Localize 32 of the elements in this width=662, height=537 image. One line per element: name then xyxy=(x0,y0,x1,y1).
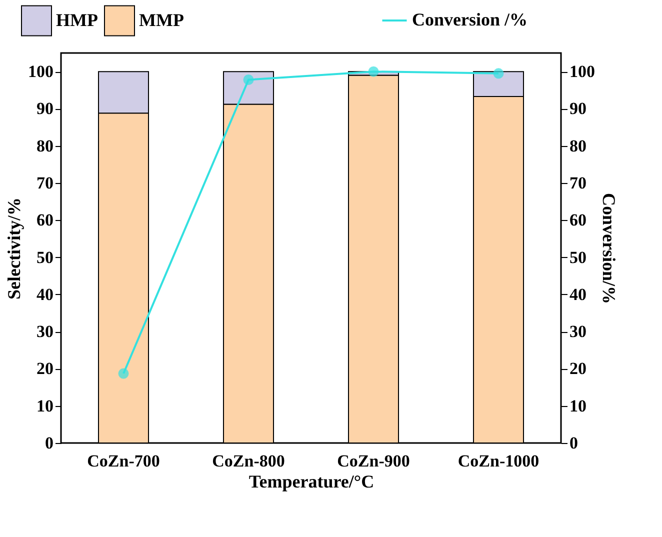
x-tick-label: CoZn-900 xyxy=(337,452,410,470)
y2-tick-label: 80 xyxy=(570,136,586,156)
y2-tick-label: 60 xyxy=(570,210,586,230)
y-axis-title: Selectivity/% xyxy=(4,198,24,300)
y2-axis-title: Conversion/% xyxy=(599,192,619,304)
y-tick-label: 30 xyxy=(36,322,54,342)
y-tick-label: 90 xyxy=(36,99,54,118)
x-tick-label: CoZn-700 xyxy=(87,452,160,470)
legend-label: MMP xyxy=(139,10,184,30)
y-tick-label: 40 xyxy=(36,284,54,304)
legend-label: HMP xyxy=(56,10,98,30)
y2-tick-label: 50 xyxy=(570,248,586,267)
y-tick-label: 100 xyxy=(28,62,54,82)
y2-tick-label: 20 xyxy=(570,359,586,378)
y2-tick-label: 30 xyxy=(570,322,586,342)
y2-tick-label: 10 xyxy=(570,396,586,416)
y2-tick-label: 90 xyxy=(570,99,586,118)
x-tick-label: CoZn-1000 xyxy=(458,452,540,470)
y-tick-label: 20 xyxy=(36,359,54,378)
y-tick-label: 50 xyxy=(36,248,54,267)
y-tick-label: 10 xyxy=(36,396,54,416)
y-tick-label: 60 xyxy=(36,210,54,230)
y-tick-label: 80 xyxy=(36,136,54,156)
y2-tick-label: 70 xyxy=(570,174,586,192)
x-tick-label: CoZn-800 xyxy=(212,452,285,470)
x-axis-title: Temperature/°C xyxy=(248,472,374,492)
y2-tick-label: 40 xyxy=(570,284,586,304)
y-tick-label: 70 xyxy=(36,174,54,192)
y-tick-label: 0 xyxy=(45,434,54,452)
legend-label: Conversion /% xyxy=(412,10,528,30)
y2-tick-label: 0 xyxy=(570,434,578,452)
y2-tick-label: 100 xyxy=(570,62,595,82)
